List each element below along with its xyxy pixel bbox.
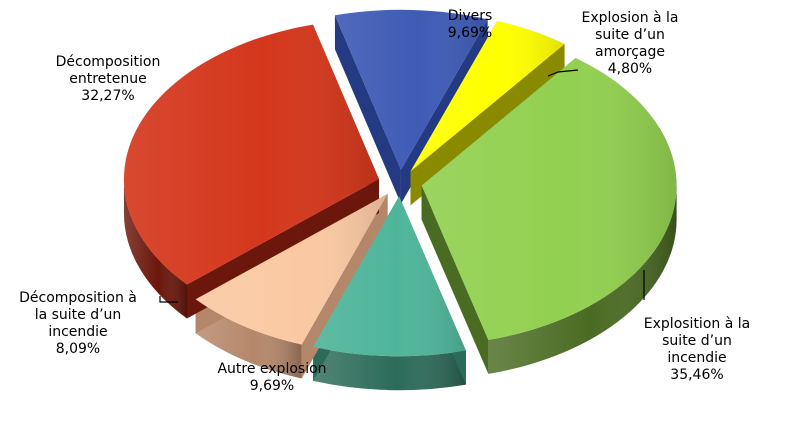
slice-label-line: incendie: [48, 324, 107, 340]
slice-label-line: suite d’un: [662, 333, 732, 349]
slice-label-line: 4,80%: [608, 61, 652, 77]
slice-side-shade: [488, 185, 677, 374]
slice-side-shade: [195, 299, 302, 379]
pie-slice-shade: [195, 193, 388, 345]
slice-label-line: 8,09%: [56, 341, 100, 357]
slice-label: Autre explosion 9,69%: [217, 361, 326, 394]
slice-side-shade: [123, 179, 188, 319]
slice-label-line: Décomposition: [56, 54, 161, 70]
slice-cut-face: [421, 185, 489, 374]
pie-slice-shade: [123, 24, 379, 285]
slice-tops: [123, 9, 677, 357]
slice-label-line: incendie: [667, 350, 726, 366]
slice-label: Explosition à la suite d’un incendie 35,46%: [644, 316, 750, 383]
leader-lines: [159, 69, 645, 303]
slice-label-line: suite d’un: [595, 27, 665, 43]
slice-side-shade: [313, 346, 466, 391]
pie-slice-shade: [410, 20, 565, 172]
pie-slice-shade: [334, 9, 488, 170]
slice-label-line: la suite d’un: [35, 307, 122, 323]
slice-label-line: 9,69%: [250, 378, 294, 394]
slice-label-line: Explosion à la: [581, 10, 678, 26]
leader-line: [159, 296, 178, 303]
slice-label-line: Autre explosion: [217, 361, 326, 377]
slice-label: Explosion à la suite d’un amorçage 4,80%: [581, 10, 678, 77]
slice-label-line: Explosition à la: [644, 316, 750, 332]
slice-cut-face: [334, 15, 401, 204]
slice-label-line: Divers: [448, 8, 493, 24]
slice-label-line: Décomposition à: [19, 290, 137, 306]
slice-label-line: 35,46%: [670, 367, 723, 383]
slice-label-line: entretenue: [69, 71, 147, 87]
pie-slice-shade: [421, 58, 677, 340]
slice-label-line: amorçage: [595, 44, 665, 60]
slice-label: Divers 9,69%: [448, 8, 493, 41]
slice-label: Décomposition entretenue 32,27%: [56, 54, 161, 104]
slice-label-line: 32,27%: [81, 88, 134, 104]
pie-slice-shade: [313, 196, 466, 357]
slice-labels: Divers 9,69%Explosion à la suite d’un amorç…: [19, 8, 750, 394]
leader-line: [547, 69, 579, 77]
slice-label: Décomposition à la suite d’un incendie 8,09…: [19, 290, 137, 357]
slice-label-line: 9,69%: [448, 25, 492, 41]
